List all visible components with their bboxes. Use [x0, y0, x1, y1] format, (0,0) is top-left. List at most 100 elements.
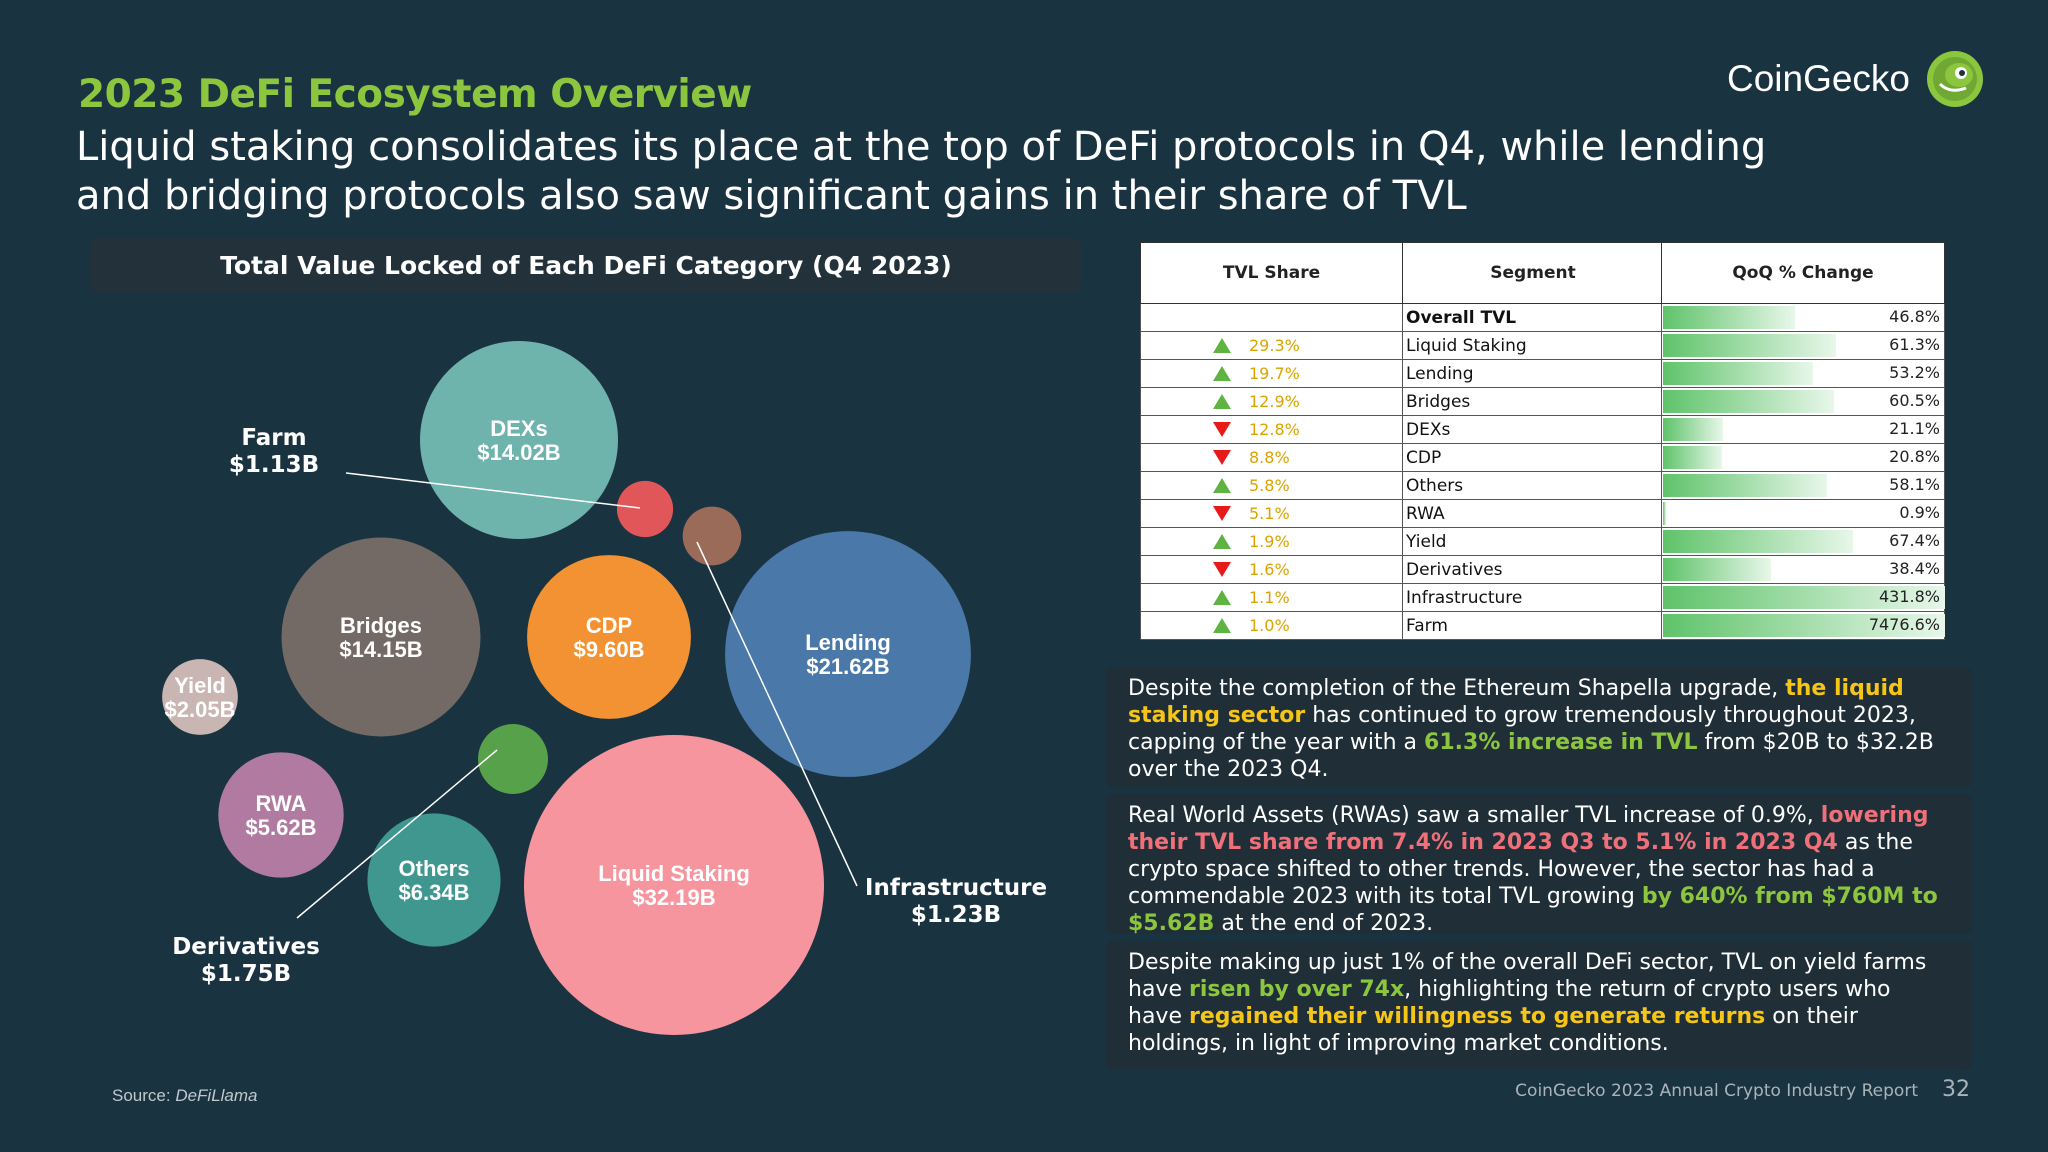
derivatives-callout-value: $1.75B: [201, 961, 291, 987]
table-row: 19.7% Lending 53.2%: [1140, 359, 1945, 388]
qoq-bar: [1663, 418, 1723, 441]
tvl-share-cell: 8.8%: [1140, 443, 1403, 472]
source-note: Source: DeFiLlama: [112, 1086, 258, 1106]
segment-cell: CDP: [1402, 443, 1662, 472]
page-number: 32: [1942, 1077, 1970, 1102]
segment-cell: Liquid Staking: [1402, 331, 1662, 360]
insight-yield-farms: Despite making up just 1% of the overall…: [1106, 941, 1972, 1069]
tvl-share-value: 5.1%: [1249, 504, 1290, 523]
qoq-cell: 0.9%: [1661, 499, 1945, 528]
segment-cell: Bridges: [1402, 387, 1662, 416]
table-row: 12.8% DEXs 21.1%: [1140, 415, 1945, 444]
qoq-bar: [1663, 306, 1795, 329]
bubble-infrastructure: [682, 506, 742, 566]
tvl-share-content: 12.9%: [1141, 392, 1402, 411]
segment-cell: Derivatives: [1402, 555, 1662, 584]
triangle-up-icon: [1213, 618, 1231, 633]
body-text: from $20B to $32.2B over the 2023 Q4.: [1128, 730, 1934, 782]
report-footer: CoinGecko 2023 Annual Crypto Industry Re…: [1515, 1081, 1918, 1101]
tvl-share-content: 1.6%: [1141, 560, 1402, 579]
table-row: 29.3% Liquid Staking 61.3%: [1140, 331, 1945, 360]
source-prefix: Source:: [112, 1086, 176, 1105]
qoq-bar: [1663, 390, 1834, 413]
bubble-dexs: [420, 341, 618, 539]
body-text: has continued to grow tremendously throu…: [1128, 703, 1916, 755]
triangle-up-icon: [1213, 338, 1231, 353]
triangle-up-icon: [1213, 366, 1231, 381]
qoq-bar: [1663, 362, 1814, 385]
infrastructure-callout-name: Infrastructure: [865, 875, 1047, 901]
table-row: Overall TVL 46.8%: [1140, 303, 1945, 332]
tvl-table-wrapper: TVL Share Segment QoQ % Change Overall T…: [1140, 242, 1945, 640]
qoq-bar: [1663, 530, 1854, 553]
table-row: 5.1% RWA 0.9%: [1140, 499, 1945, 528]
table-row: 1.9% Yield 67.4%: [1140, 527, 1945, 556]
table-row: 8.8% CDP 20.8%: [1140, 443, 1945, 472]
body-text: on their holdings, in light of improving…: [1128, 1004, 1858, 1056]
body-text: , highlighting the return of crypto user…: [1128, 977, 1891, 1029]
qoq-bar: [1663, 586, 1945, 609]
qoq-value: 61.3%: [1889, 335, 1940, 354]
tvl-share-cell: 12.8%: [1140, 415, 1403, 444]
bubble-value-yield: $2.05B: [165, 697, 236, 722]
qoq-value: 46.8%: [1889, 307, 1940, 326]
chart-title: Total Value Locked of Each DeFi Category…: [90, 238, 1082, 292]
body-text: at the end of 2023.: [1214, 911, 1434, 936]
table-row: 1.6% Derivatives 38.4%: [1140, 555, 1945, 584]
segment-cell: RWA: [1402, 499, 1662, 528]
bubble-value-lending: $21.62B: [806, 654, 889, 679]
body-text: Despite making up just 1% of the overall…: [1128, 950, 1927, 1002]
infrastructure-callout-value: $1.23B: [911, 902, 1001, 928]
qoq-bar: [1663, 474, 1827, 497]
derivatives-leader-line: [296, 749, 498, 919]
eyebrow-title: 2023 DeFi Ecosystem Overview: [78, 72, 752, 117]
qoq-cell: 53.2%: [1661, 359, 1945, 388]
qoq-bar: [1663, 446, 1722, 469]
triangle-up-icon: [1213, 590, 1231, 605]
triangle-up-icon: [1213, 394, 1231, 409]
brand-name: CoinGecko: [1726, 58, 1910, 99]
tvl-share-cell: 5.8%: [1140, 471, 1403, 500]
table-header-row: TVL Share Segment QoQ % Change: [1140, 242, 1945, 304]
qoq-bar: [1663, 334, 1836, 357]
tvl-share-content: 1.1%: [1141, 588, 1402, 607]
tvl-share-content: 5.8%: [1141, 476, 1402, 495]
gecko-logo-icon: [1927, 51, 1983, 107]
qoq-cell: 20.8%: [1661, 443, 1945, 472]
callouts: Farm $1.13B Infrastructure $1.23B Deriva…: [172, 425, 1047, 987]
brand: CoinGecko: [1727, 50, 1984, 108]
qoq-value: 21.1%: [1889, 419, 1940, 438]
bubble-label-dexs: DEXs: [490, 416, 547, 441]
infrastructure-leader-line: [696, 541, 858, 887]
bubble-lending: [725, 531, 971, 777]
tvl-share-content: 29.3%: [1141, 336, 1402, 355]
highlight-text: regained their willingness to generate r…: [1188, 1004, 1766, 1029]
table-row: 1.1% Infrastructure 431.8%: [1140, 583, 1945, 612]
highlight-text: 61.3% increase in TVL: [1424, 730, 1698, 755]
tvl-share-content: 1.0%: [1141, 616, 1402, 635]
insight-rwa: Real World Assets (RWAs) saw a smaller T…: [1106, 794, 1972, 936]
bubble-chart: Liquid Staking$32.19B Lending$21.62B Bridg…: [162, 341, 1047, 1035]
source-name: DeFiLlama: [175, 1086, 258, 1105]
bubble-value-bridges: $14.15B: [339, 637, 422, 662]
qoq-cell: 21.1%: [1661, 415, 1945, 444]
tvl-share-content: 1.9%: [1141, 532, 1402, 551]
bubble-rwa: [218, 752, 344, 878]
body-text: Despite the completion of the Ethereum S…: [1128, 676, 1786, 701]
segment-cell: Lending: [1402, 359, 1662, 388]
tvl-share-value: 12.8%: [1249, 420, 1300, 439]
farm-callout-value: $1.13B: [229, 452, 319, 478]
table-row: 5.8% Others 58.1%: [1140, 471, 1945, 500]
tvl-share-content: 12.8%: [1141, 420, 1402, 439]
qoq-value: 7476.6%: [1868, 615, 1940, 634]
bubble-derivatives: [478, 724, 548, 794]
highlight-text: lowering their TVL share from 7.4% in 20…: [1128, 803, 1929, 855]
triangle-down-icon: [1213, 422, 1231, 437]
qoq-cell: 7476.6%: [1661, 611, 1945, 640]
segment-cell: Infrastructure: [1402, 583, 1662, 612]
tvl-share-cell: 1.6%: [1140, 555, 1403, 584]
insight-liquid-staking: Despite the completion of the Ethereum S…: [1106, 667, 1972, 787]
qoq-value: 431.8%: [1878, 587, 1940, 606]
tvl-share-value: 1.9%: [1249, 532, 1290, 551]
bubble-label-liquid-staking: Liquid Staking: [598, 861, 750, 886]
